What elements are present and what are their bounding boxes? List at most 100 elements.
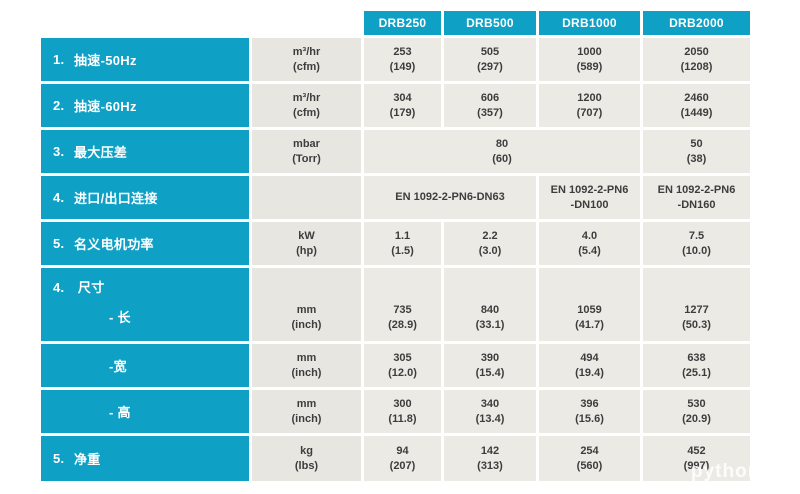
row-number: 1. xyxy=(53,52,65,67)
value-sub: (50.3) xyxy=(682,319,711,331)
value-sub: (560) xyxy=(576,459,603,472)
value-sub: (11.8) xyxy=(388,412,417,425)
value-sub: (13.4) xyxy=(475,412,505,425)
sub-label-width: -宽 xyxy=(109,359,127,374)
value-sub: (38) xyxy=(686,152,707,165)
value-main: 1059 xyxy=(577,304,602,316)
row-number: 4. xyxy=(53,280,65,295)
header-spacer-unit-col xyxy=(252,11,361,35)
value-cell-drb1000: 396 (15.6) xyxy=(539,390,640,433)
value-cell-drb250: 300 (11.8) xyxy=(364,390,441,433)
value-cell-drb500: 505 (297) xyxy=(444,38,536,81)
value-cell-drb500: 840 (33.1) xyxy=(444,268,536,341)
value-main: 494 xyxy=(580,351,599,364)
row-label-height: - 高 xyxy=(41,390,249,433)
value-sub: (1.5) xyxy=(391,244,414,257)
value-sub: (3.0) xyxy=(478,244,502,257)
value-sub: (357) xyxy=(477,106,503,119)
value-sub: (997) xyxy=(683,459,710,472)
value-cell-drb1000: 494 (19.4) xyxy=(539,344,640,387)
value-sub: (15.4) xyxy=(475,366,505,379)
value-main: 142 xyxy=(480,444,500,457)
value-sub: (15.6) xyxy=(575,412,604,425)
value-sub: (60) xyxy=(492,152,512,165)
value-sub: (20.9) xyxy=(682,412,711,425)
unit-cell-empty xyxy=(252,176,361,219)
value-main: 340 xyxy=(480,397,500,410)
value-main: 1200 xyxy=(577,91,602,104)
value-main: 606 xyxy=(480,91,500,104)
value-cell-drb500: 390 (15.4) xyxy=(444,344,536,387)
value-cell-drb1000: 1059 (41.7) xyxy=(539,268,640,341)
row-number: 2. xyxy=(53,98,65,113)
value-sub: (179) xyxy=(389,106,416,119)
row-label-width: -宽 xyxy=(41,344,249,387)
row-label-max-pressure-diff: 3. 最大压差 xyxy=(41,130,249,173)
value-sub: (707) xyxy=(576,106,603,119)
row-label-text: 抽速-50Hz xyxy=(74,53,137,68)
value-main: 1000 xyxy=(577,45,602,58)
value-cell-drb2000: 638 (25.1) xyxy=(643,344,750,387)
unit-cell: mm (inch) xyxy=(252,268,361,341)
value-main: 304 xyxy=(393,91,412,104)
value-sub: (313) xyxy=(477,459,503,472)
unit-sub: (inch) xyxy=(291,319,322,331)
unit-cell: mbar (Torr) xyxy=(252,130,361,173)
value-main: 2.2 xyxy=(482,229,498,242)
col-header-drb1000: DRB1000 xyxy=(539,11,640,35)
value-main: EN 1092-2-PN6-DN63 xyxy=(395,191,505,203)
value-sub: -DN100 xyxy=(570,198,609,211)
value-main: EN 1092-2-PN6 xyxy=(657,183,736,196)
value-main: 638 xyxy=(687,351,706,364)
unit-cell: m³/hr (cfm) xyxy=(252,38,361,81)
value-sub: (5.4) xyxy=(578,244,601,257)
value-sub: (149) xyxy=(389,60,416,73)
unit-sub: (lbs) xyxy=(294,459,319,472)
value-main: 2460 xyxy=(684,91,709,104)
value-cell-merged-drb250-500: EN 1092-2-PN6-DN63 xyxy=(364,176,536,219)
sub-label-height: - 高 xyxy=(109,405,131,420)
row-label-text: 净重 xyxy=(74,452,101,467)
row-number: 3. xyxy=(53,144,65,159)
value-main: 94 xyxy=(396,444,409,457)
value-sub: (10.0) xyxy=(682,244,711,257)
row-label-speed-50hz: 1. 抽速-50Hz xyxy=(41,38,249,81)
value-sub: (207) xyxy=(389,459,416,472)
value-main: 1277 xyxy=(684,304,709,316)
row-label-net-weight: 5. 净重 xyxy=(41,436,249,481)
unit-sub: (inch) xyxy=(291,366,322,379)
value-main: 505 xyxy=(480,45,500,58)
row-label-text: 尺寸 xyxy=(77,280,105,295)
value-cell-drb500: 606 (357) xyxy=(444,84,536,127)
value-sub: (589) xyxy=(576,60,603,73)
value-cell-merged-drb250-1000: 80 (60) xyxy=(364,130,640,173)
col-header-drb500: DRB500 xyxy=(444,11,536,35)
value-main: 50 xyxy=(690,137,703,150)
value-cell-drb1000: 1200 (707) xyxy=(539,84,640,127)
row-number: 5. xyxy=(53,451,65,466)
unit-main: mm xyxy=(296,304,317,316)
value-cell-drb2000: 2050 (1208) xyxy=(643,38,750,81)
unit-cell: mm (inch) xyxy=(252,344,361,387)
value-cell-drb2000: 7.5 (10.0) xyxy=(643,222,750,265)
value-main: 4.0 xyxy=(581,229,598,242)
value-sub: (19.4) xyxy=(575,366,604,379)
unit-cell: m³/hr (cfm) xyxy=(252,84,361,127)
col-header-drb250: DRB250 xyxy=(364,11,441,35)
unit-sub: (cfm) xyxy=(293,106,320,119)
row-label-speed-60hz: 2. 抽速-60Hz xyxy=(41,84,249,127)
row-label-motor-power: 5. 名义电机功率 xyxy=(41,222,249,265)
unit-sub: (hp) xyxy=(296,244,317,257)
value-cell-drb500: 142 (313) xyxy=(444,436,536,481)
value-main: 80 xyxy=(495,137,509,150)
value-sub: (1208) xyxy=(680,60,713,73)
value-main: 300 xyxy=(393,397,412,410)
value-sub: (28.9) xyxy=(388,319,417,331)
value-main: 530 xyxy=(687,397,706,410)
value-sub: (297) xyxy=(477,60,503,73)
value-main: 7.5 xyxy=(688,229,705,242)
value-cell-drb250: 305 (12.0) xyxy=(364,344,441,387)
row-number: 4. xyxy=(53,190,65,205)
unit-sub: (Torr) xyxy=(292,152,321,165)
